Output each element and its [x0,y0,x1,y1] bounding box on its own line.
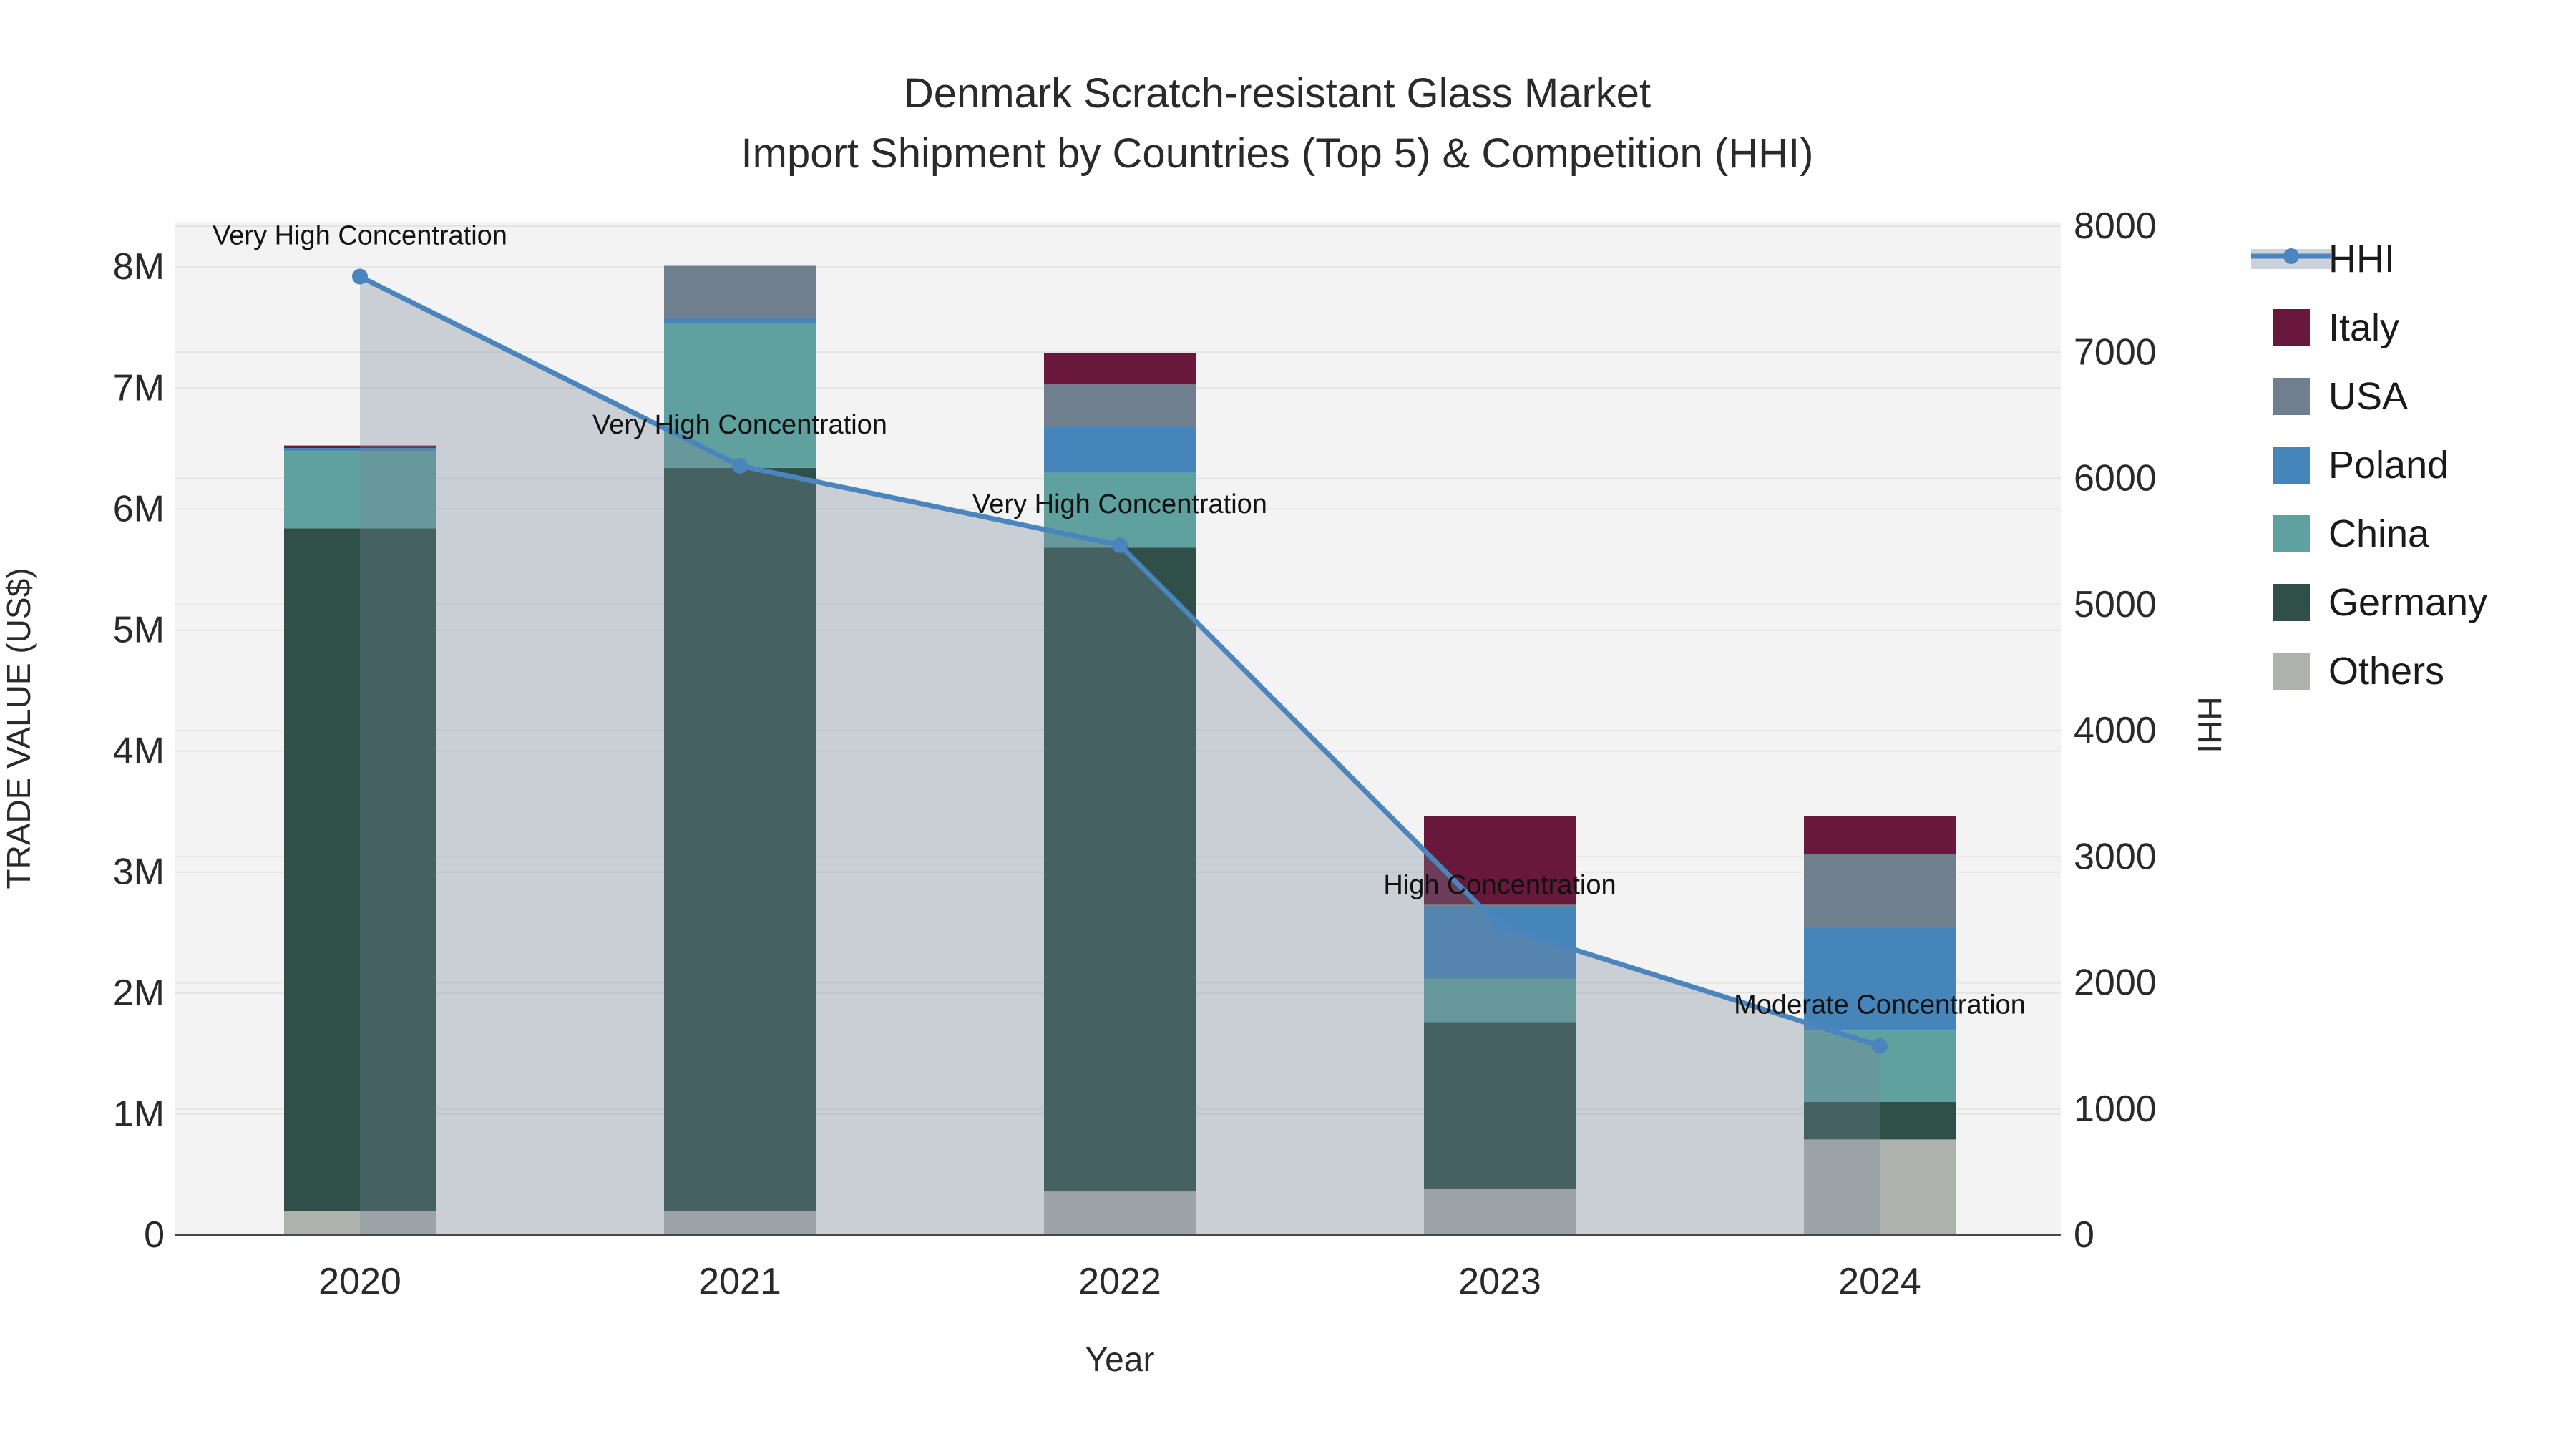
left-axis-tick-7M: 7M [113,367,165,409]
hhi-marker-2024[interactable] [1872,1038,1888,1054]
x-axis-tick-2024: 2024 [1838,1261,1921,1302]
legend-hhi-marker-sample [2283,248,2299,264]
bar-segment-poland-2024[interactable] [1804,927,1956,1031]
x-axis-tick-2020: 2020 [318,1261,401,1302]
legend-swatch-others [2273,653,2310,690]
x-axis-tick-2023: 2023 [1458,1261,1541,1302]
right-axis-tick-8000: 8000 [2074,205,2157,247]
hhi-marker-2023[interactable] [1492,918,1508,935]
x-axis-title: Year [1085,1341,1155,1379]
legend-item-poland[interactable]: Poland [2273,444,2449,487]
chart-title-line2: Import Shipment by Countries (Top 5) & C… [741,130,1814,177]
annotation-2023: High Concentration [1383,870,1616,900]
left-axis-tick-2M: 2M [113,972,165,1014]
bar-segment-germany-2023[interactable] [1424,1022,1576,1189]
right-axis-tick-5000: 5000 [2074,584,2157,625]
legend-label-china: China [2328,512,2430,555]
legend: HHI Italy USA Poland China Germany Others [2251,238,2487,693]
bar-segment-germany-2021[interactable] [664,467,816,1211]
hhi-marker-2021[interactable] [732,457,748,474]
left-axis-tick-3M: 3M [113,852,165,893]
legend-label-italy: Italy [2328,306,2399,349]
hhi-area-fill [360,276,1880,1235]
legend-item-germany[interactable]: Germany [2273,581,2487,624]
legend-swatch-germany [2273,584,2310,621]
annotation-2022: Very High Concentration [972,489,1267,519]
hhi-marker-2022[interactable] [1112,537,1128,553]
bar-segment-usa-2024[interactable] [1804,854,1956,928]
bar-segment-china-2023[interactable] [1424,978,1576,1023]
bar-segment-china-2020[interactable] [284,451,436,529]
left-axis-tick-1M: 1M [113,1093,165,1135]
bar-segment-germany-2024[interactable] [1804,1101,1956,1140]
legend-label-germany: Germany [2328,581,2487,624]
annotation-2020: Very High Concentration [213,221,507,251]
annotation-2024: Moderate Concentration [1734,990,2026,1020]
x-axis-tick-2022: 2022 [1078,1261,1161,1302]
right-axis-tick-1000: 1000 [2074,1088,2157,1130]
bar-segment-usa-2023[interactable] [1424,904,1576,907]
legend-item-hhi[interactable]: HHI [2251,238,2395,280]
bar-segment-poland-2021[interactable] [664,318,816,324]
right-axis-tick-6000: 6000 [2074,458,2157,499]
legend-item-others[interactable]: Others [2273,650,2444,693]
legend-label-hhi: HHI [2328,238,2395,280]
right-axis-tick-2000: 2000 [2074,962,2157,1004]
bar-segment-italy-2022[interactable] [1044,353,1196,385]
bar-segment-usa-2022[interactable] [1044,384,1196,427]
bar-segment-others-2021[interactable] [664,1211,816,1235]
left-axis-tick-5M: 5M [113,610,165,651]
legend-item-china[interactable]: China [2273,512,2430,555]
bar-segment-italy-2023[interactable] [1424,816,1576,905]
left-axis-title: TRADE VALUE (US$) [0,567,37,889]
legend-swatch-poland [2273,447,2310,484]
right-axis-tick-3000: 3000 [2074,836,2157,877]
bar-segment-poland-2020[interactable] [284,448,436,452]
bar-segment-germany-2020[interactable] [284,528,436,1211]
legend-swatch-china [2273,515,2310,552]
bar-segment-usa-2021[interactable] [664,265,816,318]
left-axis-tick-6M: 6M [113,488,165,530]
annotation-2021: Very High Concentration [592,410,887,440]
x-axis-tick-2021: 2021 [698,1261,781,1302]
bar-segment-others-2023[interactable] [1424,1189,1576,1235]
right-axis-tick-4000: 4000 [2074,710,2157,751]
left-axis-tick-4M: 4M [113,731,165,772]
bars-layer [284,265,1956,1235]
right-axis-tick-0: 0 [2074,1214,2094,1256]
legend-swatch-usa [2273,378,2310,415]
legend-item-usa[interactable]: USA [2273,375,2408,418]
legend-label-poland: Poland [2328,444,2449,487]
bar-segment-italy-2020[interactable] [284,445,436,449]
right-axis-tick-7000: 7000 [2074,331,2157,373]
left-axis-tick-8M: 8M [113,246,165,288]
legend-swatch-italy [2273,309,2310,346]
bar-segment-others-2022[interactable] [1044,1191,1196,1235]
chart-title-line1: Denmark Scratch-resistant Glass Market [904,70,1651,117]
bar-segment-italy-2024[interactable] [1804,816,1956,854]
left-axis-tick-0: 0 [144,1214,165,1256]
bar-segment-germany-2022[interactable] [1044,547,1196,1192]
bar-segment-others-2024[interactable] [1804,1139,1956,1235]
legend-label-others: Others [2328,650,2444,693]
legend-item-italy[interactable]: Italy [2273,306,2399,349]
legend-label-usa: USA [2328,375,2408,418]
bar-segment-others-2020[interactable] [284,1211,436,1235]
hhi-marker-2020[interactable] [352,268,368,285]
bar-segment-poland-2022[interactable] [1044,426,1196,473]
bar-segment-china-2021[interactable] [664,323,816,468]
right-axis-title: HHI [2191,696,2228,753]
